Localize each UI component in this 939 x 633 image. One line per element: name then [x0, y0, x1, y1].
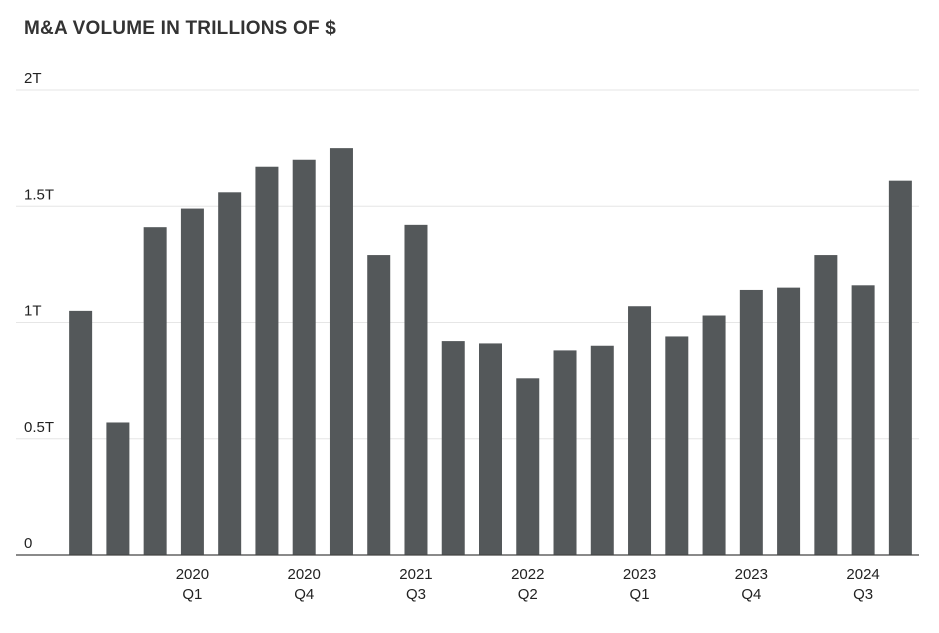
- bar: [143, 227, 167, 555]
- bar: [329, 148, 353, 556]
- x-tick-year: 2020: [288, 566, 321, 583]
- x-tick-year: 2020: [176, 566, 209, 583]
- bar: [367, 255, 391, 555]
- bar: [218, 192, 242, 556]
- bar: [180, 208, 204, 555]
- bar: [739, 289, 763, 555]
- bar: [69, 310, 93, 556]
- x-tick-year: 2023: [735, 566, 768, 583]
- x-tick-quarter: Q2: [518, 586, 538, 603]
- y-tick-label: 2T: [24, 70, 42, 87]
- bar: [851, 285, 875, 555]
- bar: [628, 306, 652, 555]
- x-tick-year: 2023: [623, 566, 656, 583]
- x-tick-quarter: Q3: [406, 586, 426, 603]
- bar: [479, 343, 502, 555]
- bar: [516, 378, 540, 555]
- bar: [814, 255, 838, 555]
- y-tick-label: 0: [24, 535, 32, 552]
- chart-title: M&A VOLUME IN TRILLIONS OF $: [24, 18, 337, 39]
- bar: [292, 159, 316, 555]
- x-tick-year: 2022: [511, 566, 544, 583]
- x-tick-year: 2021: [399, 566, 432, 583]
- x-tick-quarter: Q4: [741, 586, 761, 603]
- bar: [441, 341, 465, 555]
- bar: [553, 350, 577, 555]
- y-tick-label: 1T: [24, 303, 42, 320]
- bar: [888, 180, 912, 556]
- bar: [106, 422, 130, 555]
- bar: [590, 345, 614, 555]
- x-tick-quarter: Q1: [630, 586, 650, 603]
- x-tick-year: 2024: [846, 566, 879, 583]
- bar: [702, 315, 726, 555]
- x-tick-quarter: Q3: [853, 586, 873, 603]
- y-tick-label: 1.5T: [24, 186, 54, 203]
- bar: [777, 287, 801, 556]
- y-tick-label: 0.5T: [24, 419, 54, 436]
- bar: [404, 224, 428, 555]
- x-tick-quarter: Q1: [182, 586, 202, 603]
- bar: [665, 336, 689, 555]
- bar: [255, 166, 279, 556]
- x-tick-quarter: Q4: [294, 586, 314, 603]
